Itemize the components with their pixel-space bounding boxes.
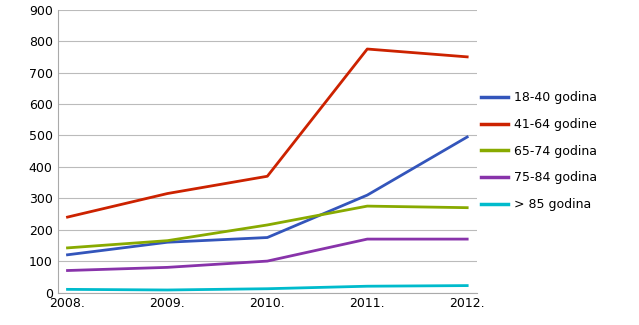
65-74 godina xyxy=(64,246,72,250)
75-84 godina xyxy=(164,266,171,269)
Line: 65-74 godina: 65-74 godina xyxy=(68,206,467,248)
Line: 18-40 godina: 18-40 godina xyxy=(68,137,467,255)
18-40 godina xyxy=(64,253,72,257)
18-40 godina xyxy=(164,240,171,244)
Legend: 18-40 godina, 41-64 godine, 65-74 godina, 75-84 godina, > 85 godina: 18-40 godina, 41-64 godine, 65-74 godina… xyxy=(475,86,603,216)
18-40 godina xyxy=(263,236,271,240)
Line: 41-64 godine: 41-64 godine xyxy=(68,49,467,217)
65-74 godina xyxy=(164,239,171,242)
41-64 godine xyxy=(364,47,371,51)
41-64 godine xyxy=(463,55,471,59)
75-84 godina xyxy=(64,268,72,272)
18-40 godina xyxy=(364,193,371,197)
> 85 godina xyxy=(164,288,171,292)
> 85 godina xyxy=(263,287,271,291)
Line: 75-84 godina: 75-84 godina xyxy=(68,239,467,270)
> 85 godina xyxy=(463,284,471,288)
65-74 godina xyxy=(463,206,471,210)
75-84 godina xyxy=(463,237,471,241)
41-64 godine xyxy=(263,174,271,178)
75-84 godina xyxy=(263,259,271,263)
75-84 godina xyxy=(364,237,371,241)
65-74 godina xyxy=(364,204,371,208)
41-64 godine xyxy=(164,192,171,196)
> 85 godina xyxy=(364,284,371,288)
65-74 godina xyxy=(263,223,271,227)
18-40 godina xyxy=(463,135,471,139)
> 85 godina xyxy=(64,287,72,291)
41-64 godine xyxy=(64,215,72,219)
Line: > 85 godina: > 85 godina xyxy=(68,286,467,290)
